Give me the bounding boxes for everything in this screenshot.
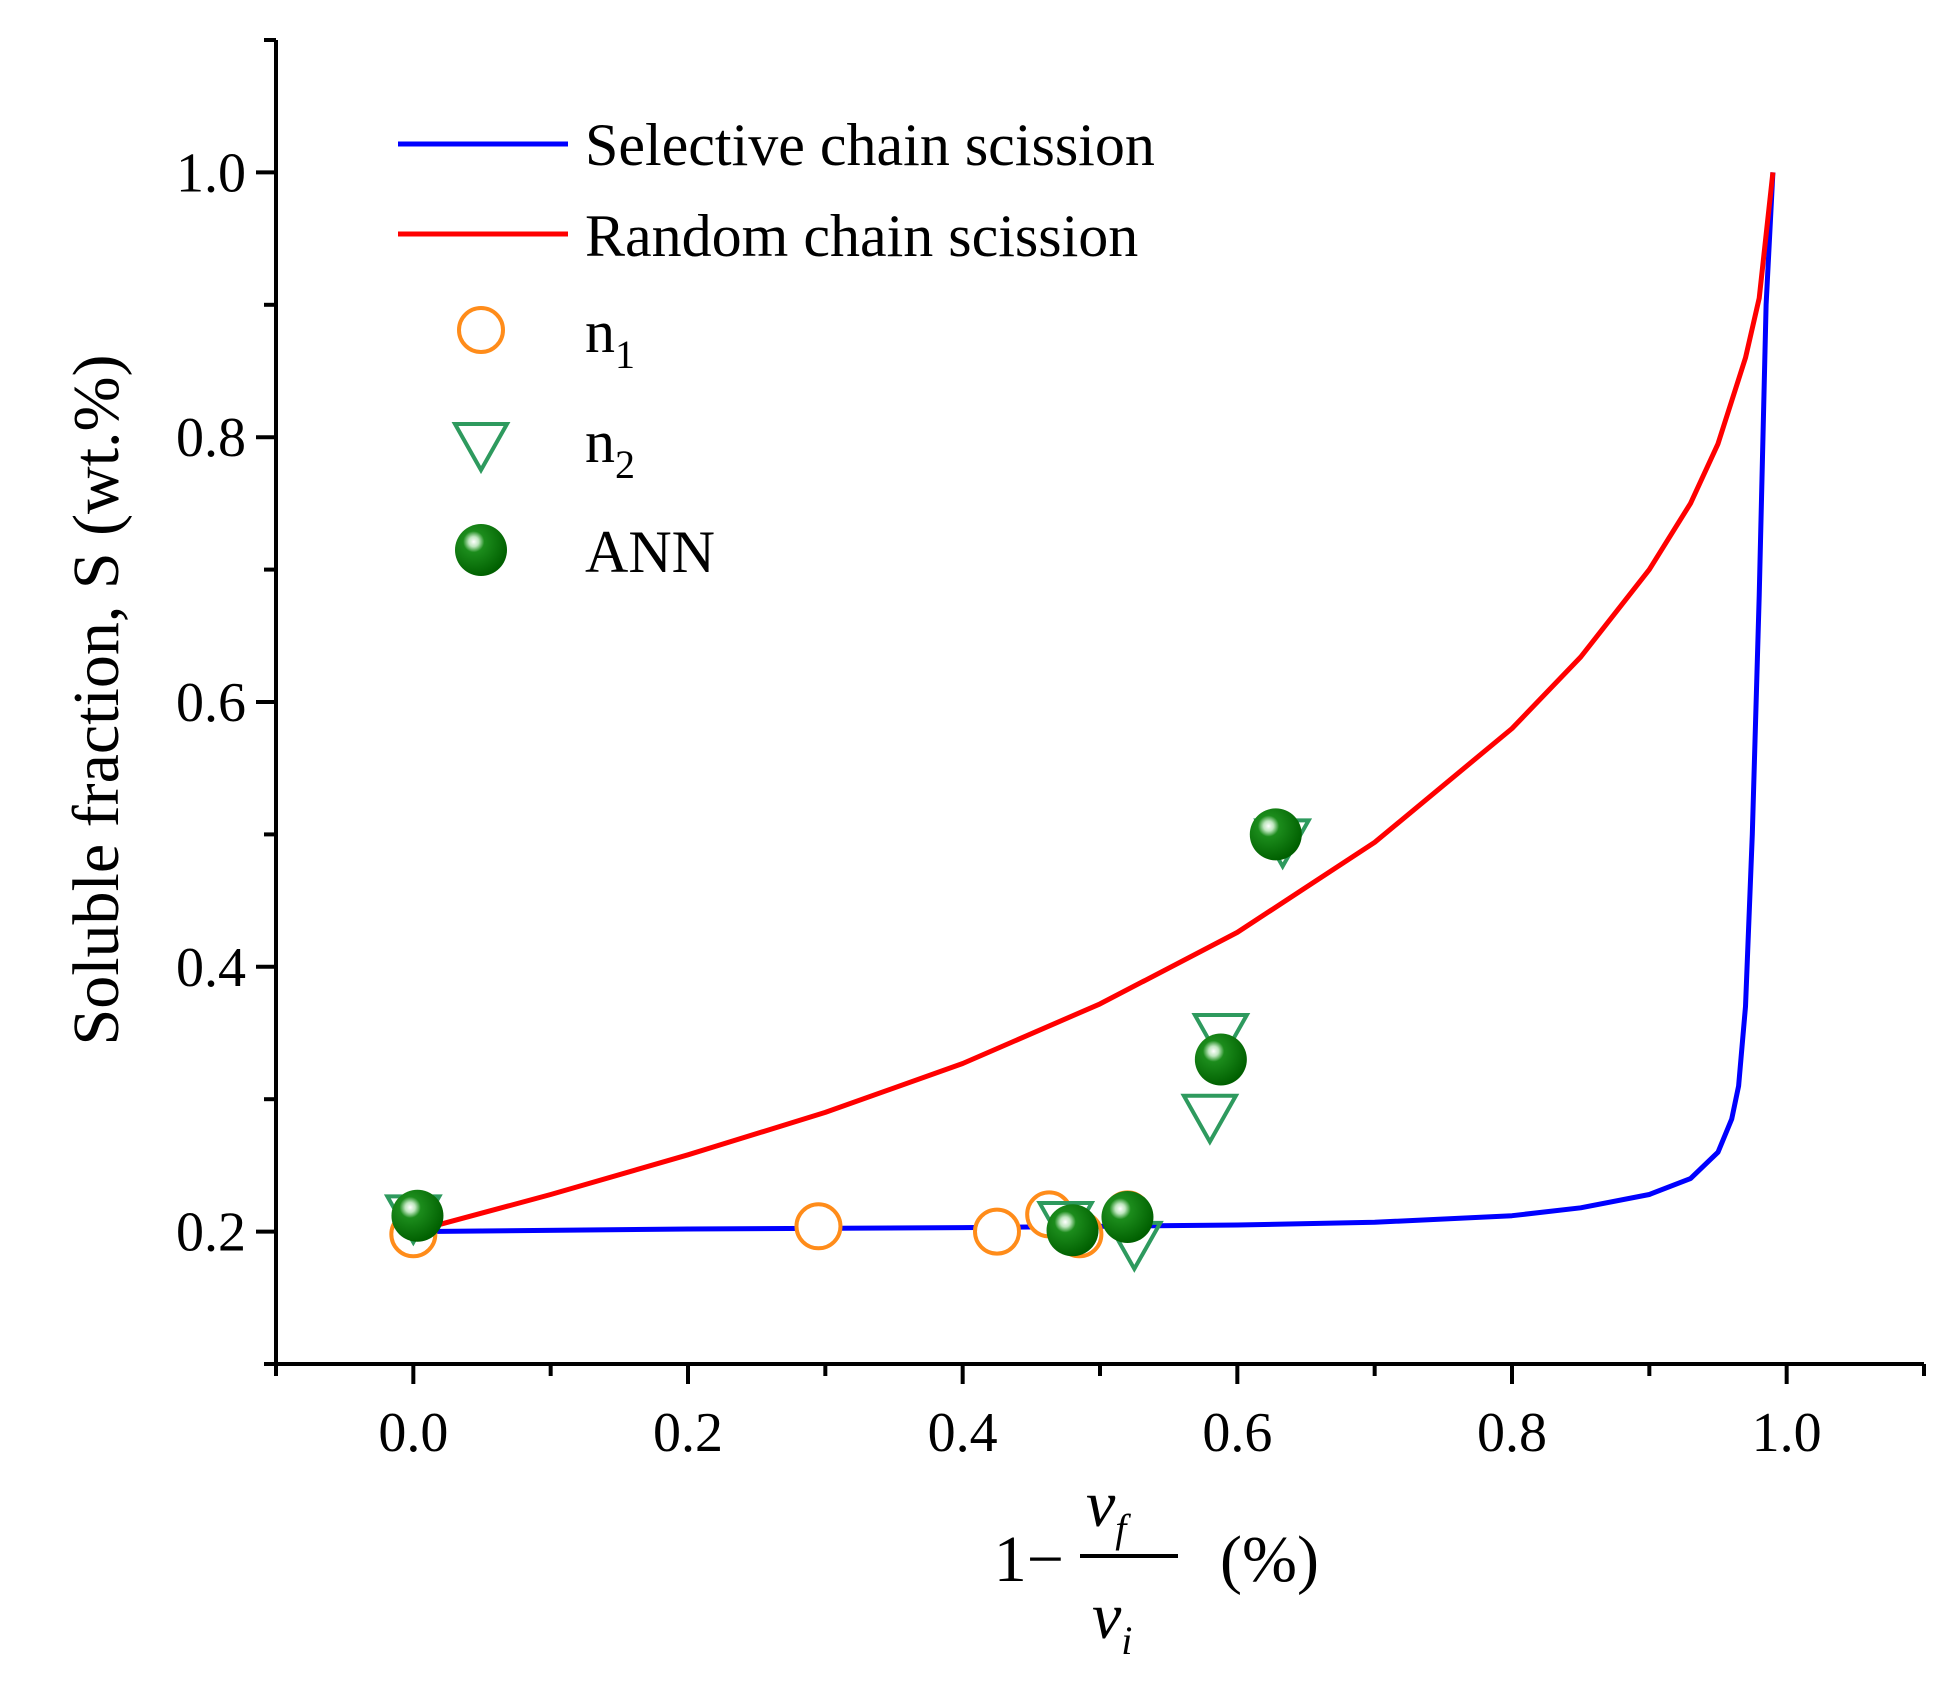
legend-label-n2-sub: 2 [615, 442, 635, 487]
random-chain-scission-line [412, 172, 1776, 1235]
legend-label-ann: ANN [585, 519, 715, 585]
x-axis-title-numerator-base: ν [1086, 1468, 1116, 1541]
x-tick-label: 0.2 [653, 1402, 723, 1464]
ann-point [1046, 1204, 1099, 1257]
n1-point [973, 1207, 1021, 1256]
series-markers [383, 808, 1313, 1273]
plot-area [383, 172, 1776, 1273]
legend-label-selective: Selective chain scission [585, 112, 1155, 178]
y-axis-title: Soluble fraction, S (wt.%) [60, 354, 133, 1045]
y-tick-label: 0.8 [176, 407, 246, 469]
n2-point [1180, 1093, 1240, 1146]
legend-marker-ann [455, 524, 507, 576]
y-tick-label: 1.0 [176, 142, 246, 204]
n1-point [794, 1202, 843, 1251]
x-axis-title-numerator: νf [1086, 1468, 1131, 1551]
x-tick-label: 1.0 [1752, 1402, 1822, 1464]
legend-label-n1-base: n [585, 299, 615, 365]
y-tick-label: 0.2 [176, 1202, 246, 1264]
x-tick-label: 0.4 [928, 1402, 998, 1464]
x-tick-label: 0.8 [1477, 1402, 1547, 1464]
legend-label-n1-sub: 1 [615, 332, 635, 377]
x-axis-title-prefix: 1− [994, 1523, 1064, 1596]
y-tick-label: 0.4 [176, 937, 246, 999]
legend-label-n1: n1 [585, 299, 635, 377]
ann-point [391, 1189, 444, 1242]
ann-point [1101, 1191, 1154, 1244]
legend-label-n2: n2 [585, 409, 635, 487]
legend-marker-n2 [451, 422, 511, 475]
x-axis-title-denominator: νi [1092, 1580, 1132, 1663]
y-ticks: 0.2 0.4 0.6 0.8 1.0 [176, 38, 276, 1366]
x-axis-title-denominator-sub: i [1121, 1618, 1132, 1663]
x-tick-label: 0.6 [1202, 1402, 1272, 1464]
y-tick-label: 0.6 [176, 672, 246, 734]
x-axis-title-denominator-base: ν [1092, 1580, 1122, 1653]
x-axis-title: 1− νf νi (%) [994, 1468, 1319, 1663]
x-ticks: 0.0 0.2 0.4 0.6 0.8 1.0 [274, 1364, 1926, 1464]
x-axis-title-unit: (%) [1220, 1523, 1319, 1596]
ann-point [1194, 1033, 1247, 1086]
legend-label-n2-base: n [585, 409, 615, 475]
legend-label-random: Random chain scission [585, 203, 1138, 269]
ann-point [1249, 808, 1302, 861]
x-tick-label: 0.0 [378, 1402, 448, 1464]
legend: Selective chain scission Random chain sc… [398, 112, 1155, 585]
x-axis-title-numerator-sub: f [1115, 1506, 1131, 1551]
legend-marker-n1 [457, 306, 505, 354]
